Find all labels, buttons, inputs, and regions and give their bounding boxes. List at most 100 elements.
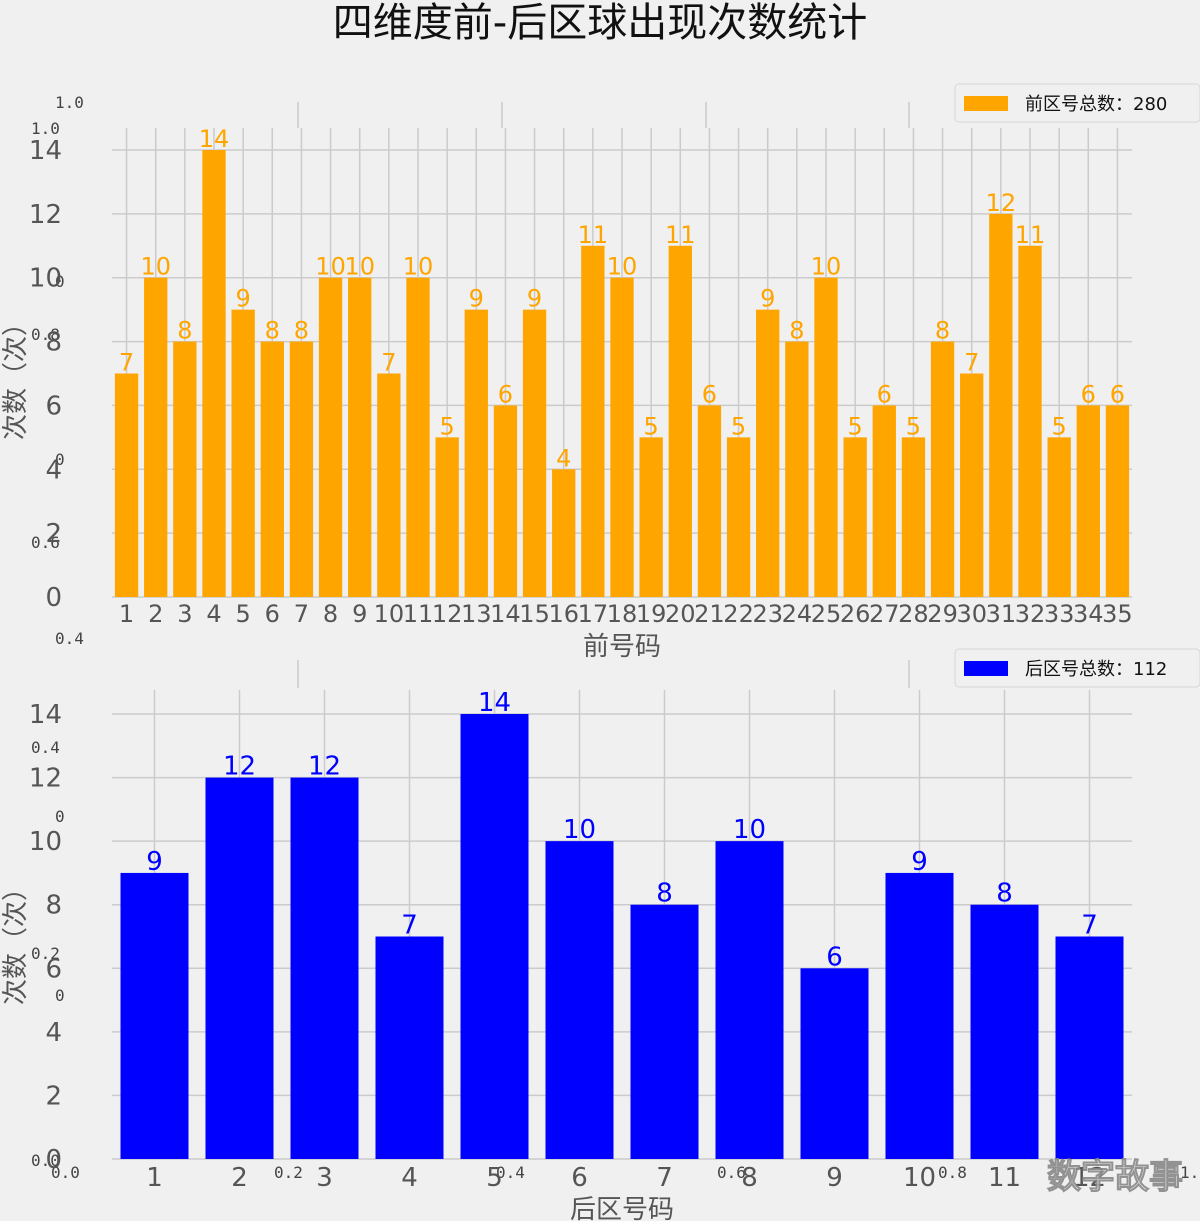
front-x-tick-label: 8: [323, 600, 338, 628]
front-legend-swatch: [964, 96, 1008, 111]
front-bar-value-label: 6: [1081, 380, 1096, 408]
ghost-tick-labels: 1.01.000.800.60.40.400.200.00.0 0.2 0.4 0.6…: [31, 93, 1200, 1182]
front-x-tick-label: 22: [723, 600, 754, 628]
ghost-tick-label: 0.2: [274, 1163, 303, 1182]
front-bar-value-label: 11: [578, 221, 609, 249]
front-bar: [406, 277, 430, 597]
front-x-tick-label: 20: [665, 600, 696, 628]
back-bar-value-label: 10: [563, 815, 596, 845]
back-bar-value-label: 10: [733, 815, 766, 845]
front-bar: [960, 373, 984, 597]
front-bar-value-label: 4: [556, 444, 571, 472]
back-bar-value-label: 7: [1081, 911, 1098, 941]
ghost-tick-label: 0: [55, 450, 65, 469]
back-y-tick-label: 8: [45, 891, 62, 921]
front-y-tick-label: 12: [29, 200, 62, 230]
front-bar-value-label: 10: [315, 253, 346, 281]
front-x-tick-label: 24: [782, 600, 813, 628]
ghost-tick-label: 0.6: [31, 533, 60, 552]
watermark: 数字故事: [1047, 1157, 1183, 1197]
back-y-tick-label: 14: [29, 700, 62, 730]
front-bar: [930, 341, 955, 597]
ghost-tick-label: 0.4: [496, 1163, 525, 1182]
back-bar: [120, 872, 189, 1159]
front-bar-value-label: 12: [986, 189, 1017, 217]
front-x-tick-label: 33: [1044, 600, 1075, 628]
front-x-tick-label: 1: [119, 600, 134, 628]
front-y-tick-label: 14: [29, 136, 62, 166]
back-x-tick-label: 8: [741, 1163, 758, 1193]
front-bar-value-label: 10: [607, 253, 638, 281]
front-x-tick-label: 25: [811, 600, 842, 628]
front-bar-value-label: 6: [702, 380, 717, 408]
ghost-tick-label: 0.4: [55, 629, 84, 648]
front-x-tick-label: 19: [636, 600, 667, 628]
front-bar-value-label: 10: [403, 253, 434, 281]
front-y-tick-label: 6: [45, 391, 62, 421]
front-bar: [639, 437, 663, 597]
front-bar-value-label: 5: [1052, 412, 1067, 440]
back-bar: [290, 777, 359, 1159]
back-x-tick-label: 4: [401, 1163, 418, 1193]
back-legend: 后区号总数：112: [954, 648, 1200, 688]
front-bar-value-label: 9: [760, 285, 775, 313]
front-bar: [464, 309, 488, 597]
front-bar-value-label: 8: [935, 317, 950, 345]
front-bar: [989, 213, 1013, 597]
front-bar: [610, 277, 634, 597]
front-bar: [289, 341, 314, 597]
front-bar-value-label: 8: [177, 317, 192, 345]
front-bar-value-label: 8: [789, 317, 804, 345]
front-bar: [348, 277, 372, 597]
front-bar: [552, 469, 576, 597]
front-bar: [435, 437, 459, 597]
ghost-tick-label: 0.2: [31, 944, 60, 963]
front-bar: [231, 309, 255, 597]
front-x-tick-label: 29: [927, 600, 958, 628]
front-bar-value-label: 14: [199, 125, 230, 153]
front-x-tick-label: 11: [403, 600, 434, 628]
back-y-tick-label: 2: [45, 1081, 62, 1111]
front-bar: [668, 245, 692, 598]
front-bar-value-label: 5: [440, 412, 455, 440]
back-bar-value-label: 9: [911, 847, 928, 877]
front-x-tick-label: 28: [898, 600, 929, 628]
front-bar: [1047, 437, 1071, 597]
back-y-tick-label: 12: [29, 764, 62, 794]
front-x-tick-label: 6: [265, 600, 280, 628]
front-x-axis-label: 前号码: [583, 632, 661, 662]
front-bar-value-label: 10: [344, 253, 375, 281]
front-bar-value-label: 6: [877, 380, 892, 408]
front-x-tick-label: 14: [490, 600, 521, 628]
back-bar: [800, 968, 869, 1159]
front-x-tick-label: 2: [148, 600, 163, 628]
front-bar-value-label: 5: [848, 412, 863, 440]
ghost-tick-label: 1.0: [31, 119, 60, 138]
front-y-tick-label: 2: [45, 519, 62, 549]
front-legend-box: [954, 83, 1200, 123]
front-y-tick-label: 8: [45, 328, 62, 358]
back-x-tick-label: 1: [146, 1163, 163, 1193]
front-x-tick-label: 4: [206, 600, 221, 628]
front-bar: [901, 437, 926, 597]
back-legend-box: [954, 648, 1200, 688]
front-y-tick-label: 4: [45, 455, 62, 485]
ghost-tick-label: 0.6: [717, 1163, 746, 1182]
ghost-tick-label: 1.0: [1180, 1163, 1200, 1182]
front-bar-value-label: 10: [140, 253, 171, 281]
front-bar-value-label: 8: [294, 317, 309, 345]
front-bar: [697, 405, 722, 597]
back-x-tick-label: 7: [656, 1163, 673, 1193]
back-bar: [885, 872, 954, 1159]
front-x-tick-label: 15: [519, 600, 550, 628]
front-x-tick-label: 26: [840, 600, 871, 628]
front-x-tick-label: 3: [177, 600, 192, 628]
front-x-tick-label: 21: [694, 600, 725, 628]
back-x-tick-label: 2: [231, 1163, 248, 1193]
front-x-tick-label: 30: [956, 600, 987, 628]
front-bar: [114, 373, 139, 597]
front-x-tick-label: 10: [374, 600, 405, 628]
back-bar: [630, 904, 699, 1159]
front-x-tick-label: 9: [352, 600, 367, 628]
front-bar: [377, 373, 401, 597]
